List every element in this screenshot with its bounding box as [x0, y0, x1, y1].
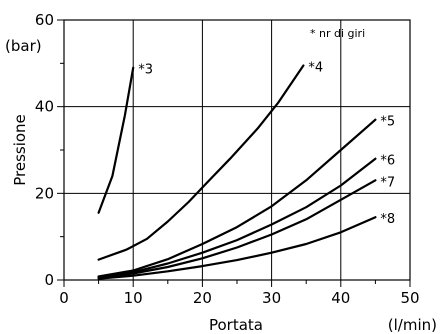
labels: 0 20 40 60 0 10 20 30 40 50 Pressione (bar) Portata (… [5, 11, 437, 334]
series-line [97, 66, 135, 214]
series-label: *8 [380, 212, 395, 227]
x-tick-label: 30 [262, 289, 281, 307]
series-line [97, 216, 377, 280]
series-line [97, 64, 305, 261]
y-axis-unit: (bar) [5, 37, 42, 55]
series-line [97, 157, 377, 279]
series-label: *3 [138, 63, 153, 78]
y-tick-label: 60 [35, 11, 54, 29]
x-tick-label: 0 [59, 289, 69, 307]
series-lines [97, 64, 377, 280]
series-line [97, 118, 377, 278]
x-tick-label: 40 [331, 289, 350, 307]
legend-note: * nr di giri [310, 27, 365, 40]
x-tick-label: 10 [124, 289, 143, 307]
grid [64, 20, 410, 280]
y-tick-label: 0 [44, 271, 54, 289]
series-label: *5 [380, 115, 395, 130]
series-label: *4 [308, 61, 323, 76]
x-tick-label: 50 [400, 289, 419, 307]
x-tick-label: 20 [193, 289, 212, 307]
x-axis-label: Portata [209, 316, 263, 334]
series-label: *6 [380, 154, 395, 169]
y-axis-label: Pressione [11, 114, 29, 186]
y-tick-label: 20 [35, 184, 54, 202]
y-tick-label: 40 [35, 98, 54, 116]
axes [57, 19, 411, 287]
series-label: *7 [380, 175, 395, 190]
series-line [97, 179, 377, 279]
x-axis-unit: (l/min) [388, 316, 437, 334]
